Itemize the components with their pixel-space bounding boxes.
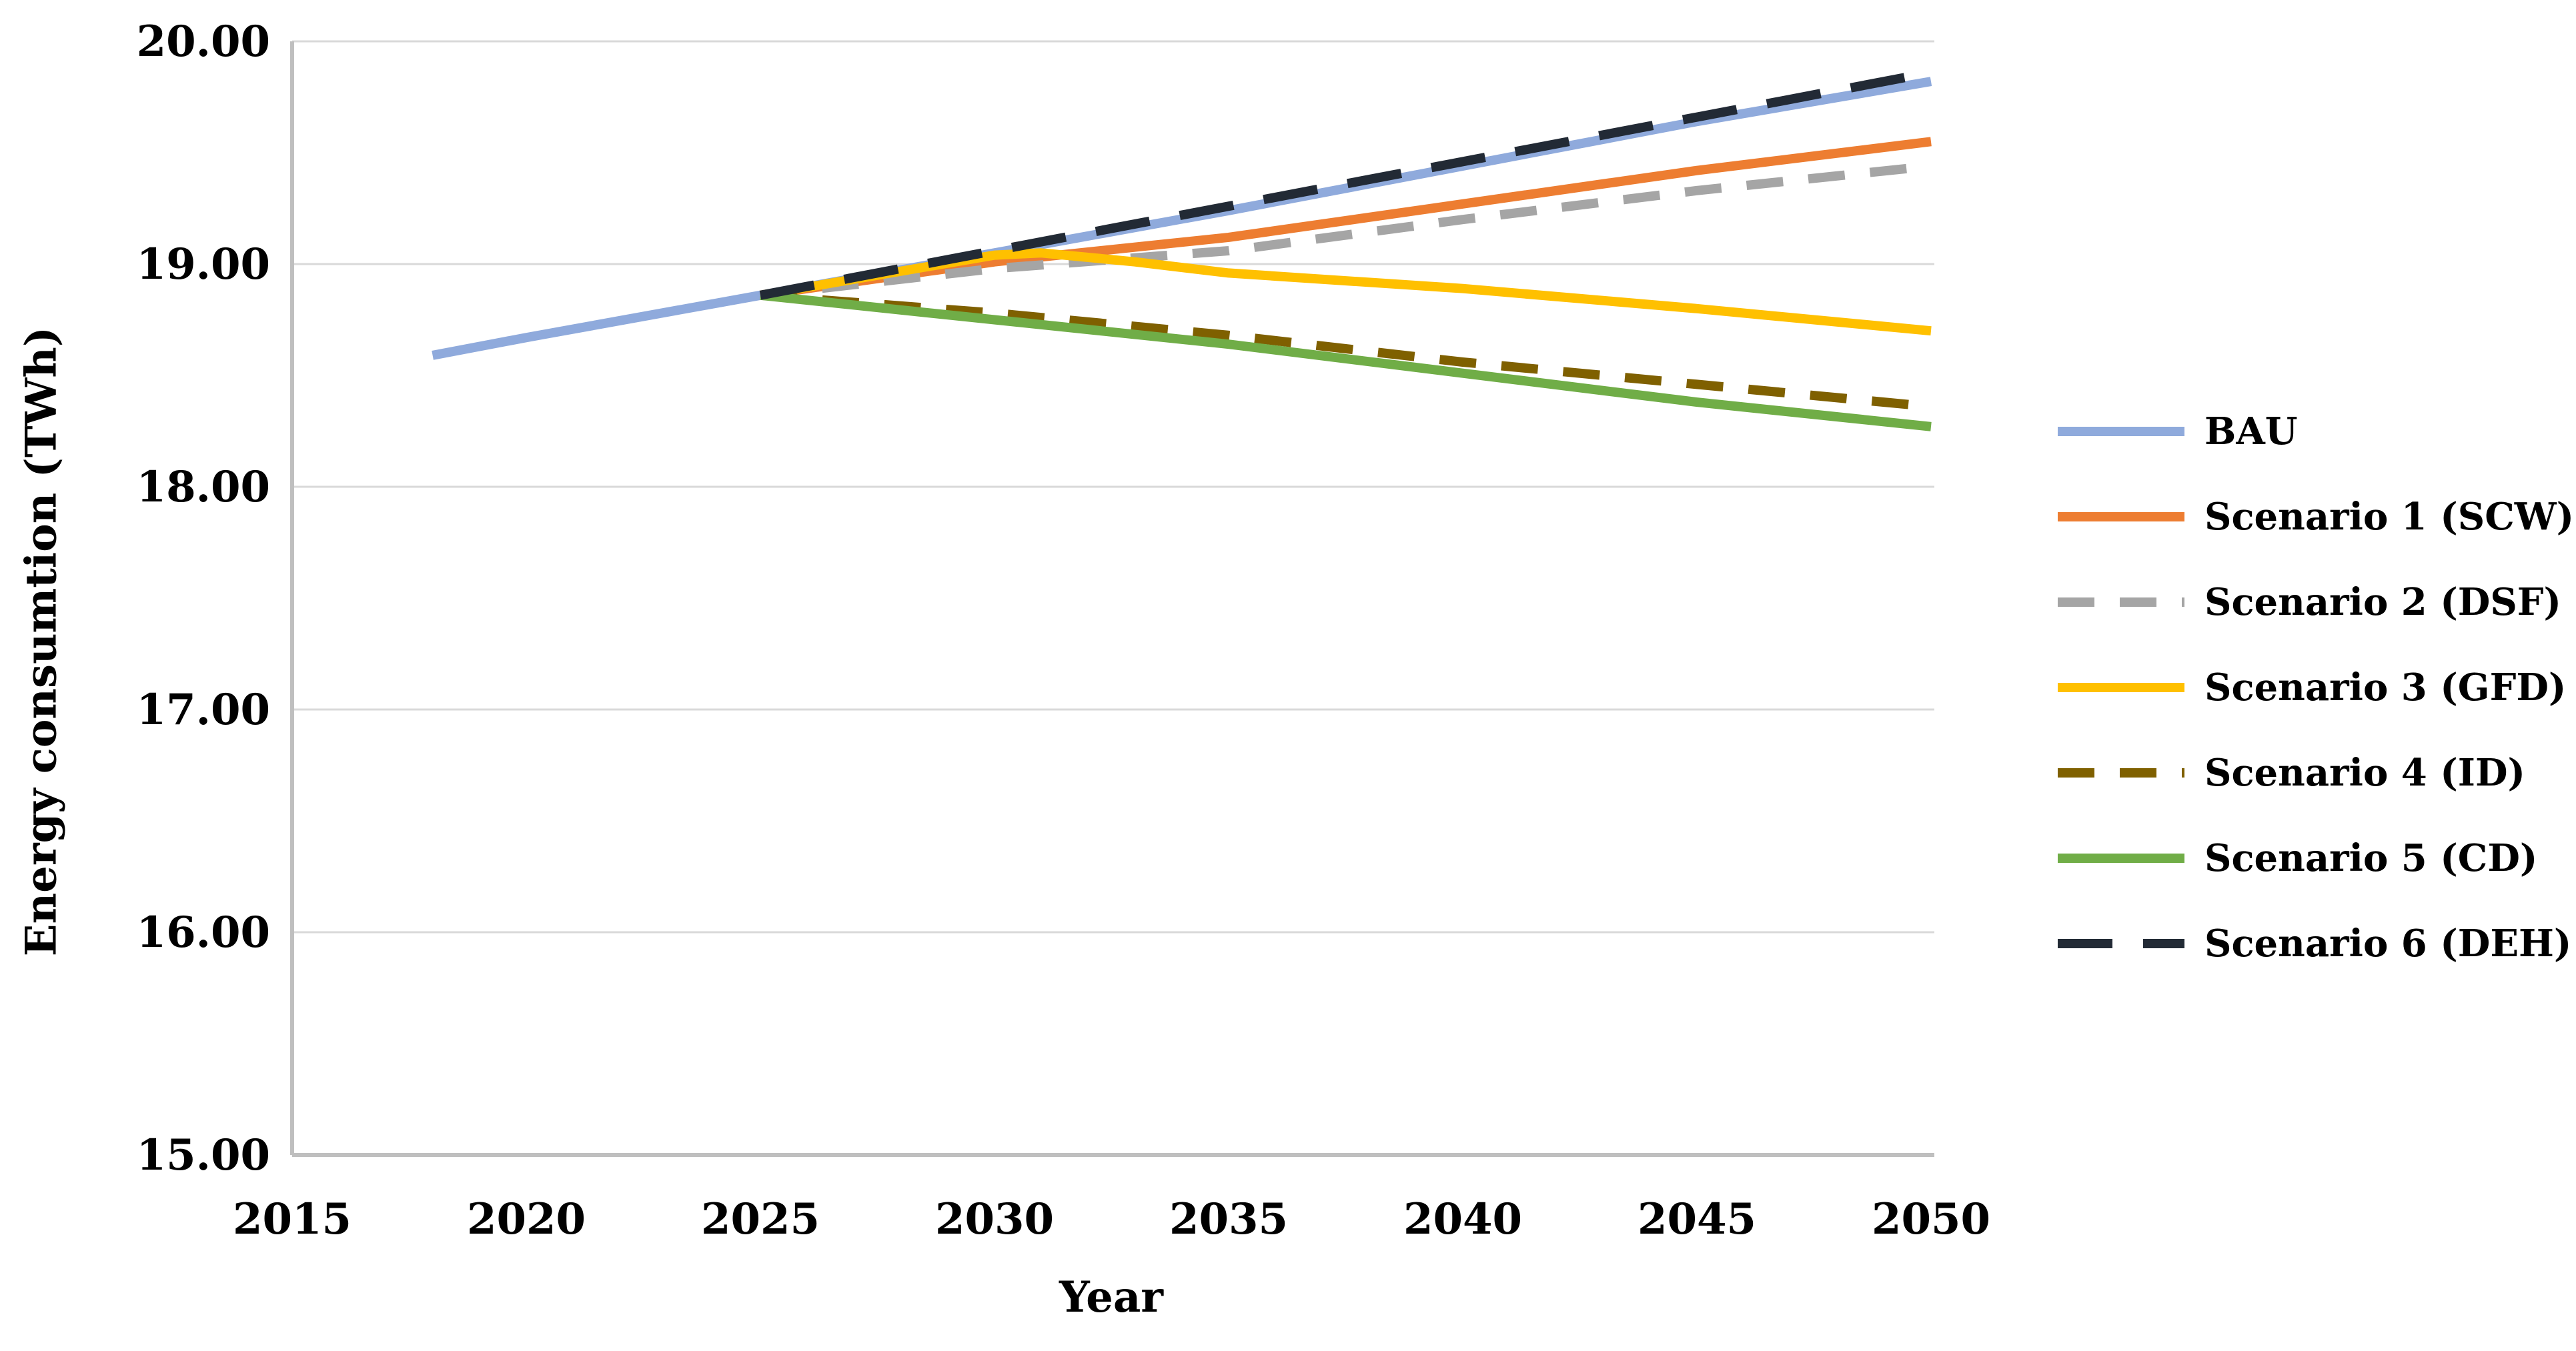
legend-label: Scenario 1 (SCW) bbox=[2204, 495, 2575, 539]
legend-swatch-line bbox=[2058, 512, 2184, 521]
legend-item-scenario-3-gfd: Scenario 3 (GFD) bbox=[2058, 664, 2574, 711]
x-tick-label: 2040 bbox=[1403, 1194, 1522, 1244]
series-scenario-1-scw bbox=[760, 137, 1932, 300]
legend-label: Scenario 5 (CD) bbox=[2204, 836, 2538, 880]
legend-item-scenario-4-id: Scenario 4 (ID) bbox=[2058, 750, 2574, 796]
legend-label: Scenario 3 (GFD) bbox=[2204, 665, 2567, 710]
series-scenario-4-id bbox=[760, 290, 1932, 411]
series-scenario-3-gfd bbox=[759, 248, 1932, 336]
y-axis-title: Energy consumtion (TWh) bbox=[16, 326, 67, 957]
x-tick-label: 2015 bbox=[233, 1194, 352, 1244]
legend: BAU Scenario 1 (SCW) Scenario 2 (DSF) Scena… bbox=[2058, 408, 2574, 1006]
series-scenario-2-dsf bbox=[760, 161, 1932, 300]
y-tick-label: 15.00 bbox=[137, 1130, 270, 1180]
legend-item-scenario-1-scw: Scenario 1 (SCW) bbox=[2058, 493, 2574, 540]
series-scenario-6-deh bbox=[759, 67, 1932, 300]
x-tick-label: 2045 bbox=[1638, 1194, 1756, 1244]
y-tick-label: 19.00 bbox=[137, 239, 270, 289]
y-tick-label: 20.00 bbox=[137, 17, 270, 67]
legend-swatch-line bbox=[2058, 768, 2184, 778]
x-tick-label: 2025 bbox=[701, 1194, 820, 1244]
series-scenario-5-cd bbox=[760, 290, 1932, 431]
legend-swatch-line bbox=[2058, 939, 2184, 948]
x-tick-label: 2030 bbox=[935, 1194, 1054, 1244]
legend-swatch-line bbox=[2058, 683, 2184, 692]
legend-label: Scenario 6 (DEH) bbox=[2204, 922, 2572, 966]
legend-swatch-line bbox=[2058, 854, 2184, 863]
legend-item-scenario-5-cd: Scenario 5 (CD) bbox=[2058, 835, 2574, 882]
legend-label: Scenario 4 (ID) bbox=[2204, 751, 2526, 795]
y-tick-label: 16.00 bbox=[137, 908, 270, 958]
legend-swatch-line bbox=[2058, 597, 2184, 607]
legend-item-scenario-2-dsf: Scenario 2 (DSF) bbox=[2058, 579, 2574, 625]
legend-label: BAU bbox=[2204, 409, 2298, 453]
x-axis-title: Year bbox=[1059, 1272, 1164, 1322]
y-tick-label: 17.00 bbox=[137, 685, 270, 735]
legend-item-scenario-6-deh: Scenario 6 (DEH) bbox=[2058, 920, 2574, 967]
legend-swatch-line bbox=[2058, 427, 2184, 436]
x-tick-label: 2035 bbox=[1169, 1194, 1288, 1244]
x-tick-label: 2020 bbox=[467, 1194, 586, 1244]
y-tick-label: 18.00 bbox=[137, 462, 270, 512]
legend-label: Scenario 2 (DSF) bbox=[2204, 580, 2562, 624]
x-tick-label: 2050 bbox=[1872, 1194, 1990, 1244]
legend-item-bau: BAU bbox=[2058, 408, 2574, 455]
